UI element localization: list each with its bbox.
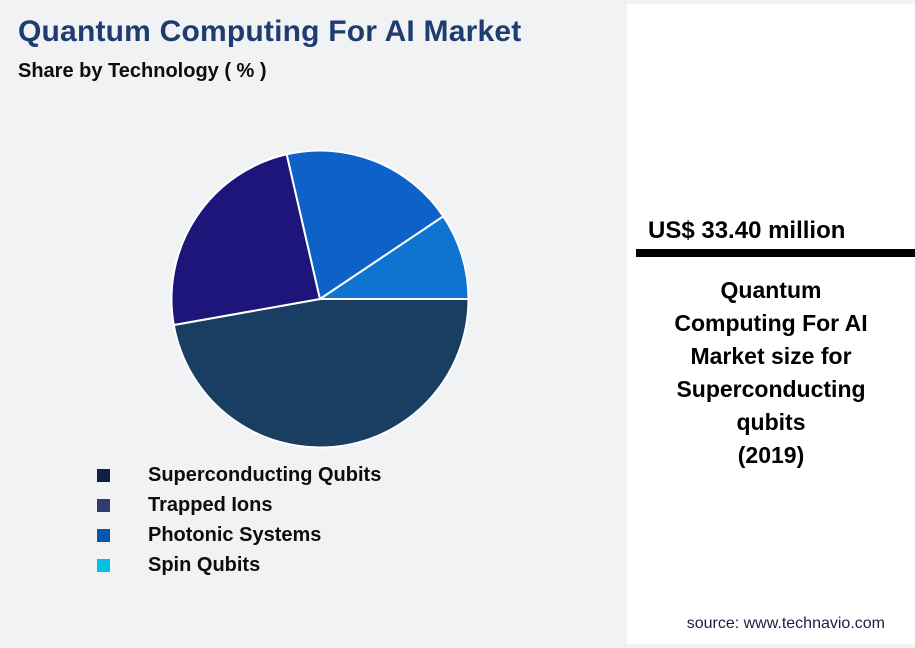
source-attribution: source: www.technavio.com (686, 615, 885, 632)
chart-subtitle: Share by Technology ( % ) (18, 60, 267, 82)
legend-item-superconducting-qubits: Superconducting Qubits (97, 460, 381, 490)
legend-swatch-icon (97, 468, 110, 482)
pie-chart (170, 149, 470, 449)
market-size-value: US$ 33.40 million (648, 217, 846, 244)
legend-label: Superconducting Qubits (148, 463, 382, 486)
legend-swatch-icon (97, 558, 110, 572)
legend-label: Spin Qubits (148, 553, 261, 576)
legend-swatch-icon (97, 498, 110, 512)
side-panel: US$ 33.40 million Quantum Computing For … (627, 4, 915, 644)
pie-slice-photonic-systems (285, 149, 445, 300)
pie-slice-spin-qubits (319, 215, 470, 300)
divider-bar (636, 249, 915, 257)
description-line: qubits (736, 409, 806, 435)
legend-label: Photonic Systems (148, 523, 322, 546)
description-line: Quantum (720, 277, 822, 303)
chart-title: Quantum Computing For AI Market (18, 15, 522, 48)
description-line: (2019) (737, 442, 805, 468)
market-size-description: Quantum Computing For AI Market size for… (635, 274, 907, 472)
pie-slice-trapped-ions (170, 153, 321, 326)
legend-item-trapped-ions: Trapped Ions (97, 490, 381, 520)
legend: Superconducting Qubits Trapped Ions Phot… (97, 460, 381, 580)
description-line: Market size for (690, 343, 852, 369)
legend-item-photonic-systems: Photonic Systems (97, 520, 381, 550)
legend-swatch-icon (97, 528, 110, 542)
description-line: Superconducting (676, 376, 866, 402)
description-line: Computing For AI (674, 310, 868, 336)
pie-slice-superconducting-qubits (172, 298, 470, 449)
legend-item-spin-qubits: Spin Qubits (97, 550, 381, 580)
legend-label: Trapped Ions (148, 493, 273, 516)
